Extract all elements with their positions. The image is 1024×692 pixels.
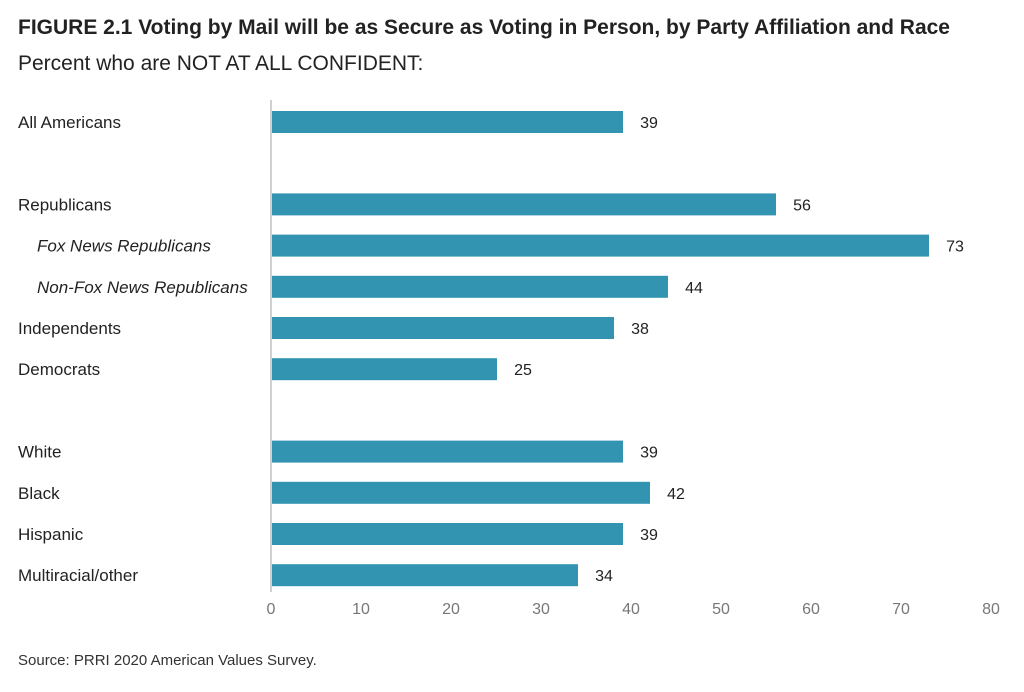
x-tick-label: 50 [712, 601, 730, 618]
x-tick-label: 60 [802, 601, 820, 618]
category-label: Republicans [18, 195, 112, 214]
category-label: Fox News Republicans [37, 237, 211, 256]
bar [272, 234, 929, 257]
x-tick-label: 20 [442, 601, 460, 618]
source-note: Source: PRRI 2020 American Values Survey… [18, 652, 317, 669]
x-tick-label: 40 [622, 601, 640, 618]
data-label: 73 [946, 239, 964, 256]
category-label: Black [18, 484, 60, 503]
data-label: 25 [514, 362, 532, 379]
data-label: 44 [685, 280, 703, 297]
bar [272, 523, 623, 545]
data-label: 38 [631, 321, 649, 338]
x-tick-label: 0 [267, 601, 276, 618]
x-tick-label: 10 [352, 601, 370, 618]
bar [272, 564, 578, 587]
data-label: 39 [640, 115, 658, 132]
data-label: 42 [667, 486, 685, 503]
data-label: 56 [793, 197, 811, 214]
bar [272, 275, 668, 298]
category-label: Multiracial/other [18, 566, 138, 585]
category-label: Independents [18, 319, 121, 338]
data-label: 34 [595, 568, 613, 585]
category-label: All Americans [18, 113, 121, 132]
x-tick-label: 70 [892, 601, 910, 618]
category-label: Hispanic [18, 525, 84, 544]
bar [272, 481, 650, 504]
x-tick-label: 30 [532, 601, 550, 618]
category-label: Democrats [18, 360, 100, 379]
bar [272, 440, 623, 463]
chart-subtitle: Percent who are NOT AT ALL CONFIDENT: [18, 52, 424, 75]
data-label: 39 [640, 445, 658, 462]
bar [272, 193, 776, 216]
category-label: Non-Fox News Republicans [37, 278, 248, 297]
category-label: White [18, 443, 61, 462]
x-tick-label: 80 [982, 601, 1000, 618]
bar [272, 317, 614, 339]
chart-title: FIGURE 2.1 Voting by Mail will be as Sec… [18, 16, 950, 39]
data-label: 39 [640, 527, 658, 544]
bar-chart: 0 10 20 30 40 50 60 70 80 All Americans 39 Republic… [18, 100, 1000, 618]
bar [272, 111, 623, 133]
bar [272, 358, 497, 381]
